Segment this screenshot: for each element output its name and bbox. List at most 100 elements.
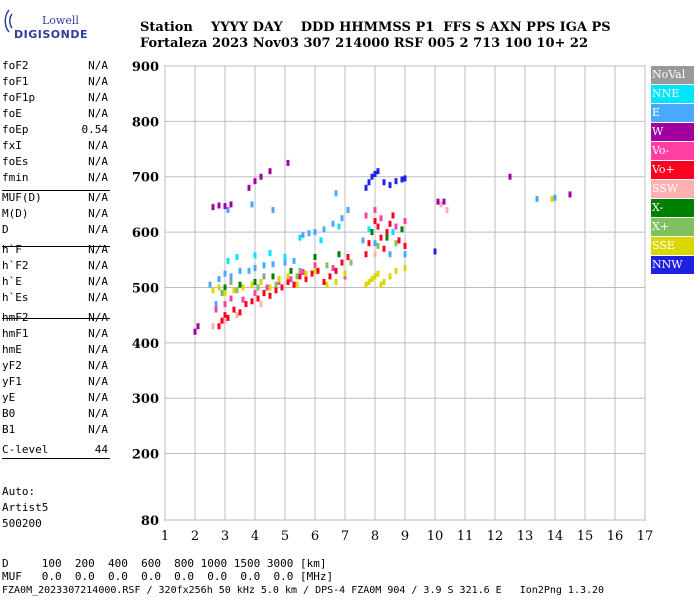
data-point-xminus	[400, 226, 404, 233]
data-point-vominus	[289, 276, 293, 283]
param-value: N/A	[88, 191, 108, 204]
data-point-voplus	[220, 317, 224, 324]
data-point-voplus	[322, 278, 326, 285]
param-value: N/A	[88, 59, 108, 72]
x-tick-label: 2	[191, 529, 199, 544]
data-point-voplus	[298, 273, 302, 280]
data-point-voplus	[379, 234, 383, 241]
x-tick-label: 17	[637, 529, 654, 544]
scaled-parameters-panel: foF2 N/A foF1 N/A foF1p N/A foE N/A foEp 0.54 fxI N…	[2, 58, 108, 458]
data-point-voplus	[244, 301, 248, 308]
data-point-voplus	[250, 298, 254, 305]
data-point-voplus	[340, 259, 344, 266]
data-point-sse	[370, 276, 374, 283]
param-value: N/A	[88, 391, 108, 404]
param-name: foE	[2, 107, 22, 120]
data-point-nne	[337, 223, 341, 230]
data-point-w	[229, 201, 233, 208]
params-group-muf: MUF(D) N/A M(D) N/A D N/A	[2, 190, 108, 238]
data-point-e	[223, 270, 227, 277]
param-row-hme: hmE N/A	[2, 342, 108, 358]
data-point-nnw	[433, 248, 437, 255]
data-point-sse	[232, 287, 236, 294]
data-point-sse	[394, 267, 398, 274]
data-point-vominus	[379, 215, 383, 222]
data-point-e	[253, 265, 257, 272]
param-name: yE	[2, 391, 16, 404]
param-name: M(D)	[2, 207, 29, 220]
distance-row: D 100 200 400 600 800 1000 1500 3000 [km…	[2, 557, 327, 570]
data-point-w	[223, 203, 227, 210]
data-point-xminus	[313, 254, 317, 261]
data-point-e	[361, 237, 365, 244]
data-point-xminus	[337, 251, 341, 258]
x-tick-label: 10	[427, 529, 444, 544]
data-point-xplus	[235, 287, 239, 294]
data-point-voplus	[217, 323, 221, 330]
data-point-w	[268, 168, 272, 175]
header-values: Fortaleza 2023 Nov03 307 214000 RSF 005 …	[140, 36, 589, 51]
param-row-foe: foE N/A	[2, 106, 108, 122]
param-name: h`E	[2, 275, 22, 288]
param-value: N/A	[88, 259, 108, 272]
data-point-voplus	[391, 212, 395, 219]
data-point-xminus	[223, 284, 227, 291]
legend-item-nne: NNE	[651, 85, 694, 103]
data-point-w	[286, 159, 290, 166]
data-point-e	[292, 257, 296, 264]
data-point-xplus	[256, 284, 260, 291]
data-point-vominus	[223, 301, 227, 308]
file-info-line: FZA0M_2023307214000.RSF / 320fx256h 50 k…	[2, 585, 605, 596]
data-point-voplus	[304, 276, 308, 283]
param-name: B0	[2, 407, 16, 420]
data-point-vominus	[301, 268, 305, 275]
data-point-vominus	[253, 290, 257, 296]
param-row-he: h`E N/A	[2, 274, 108, 290]
param-value: N/A	[88, 407, 108, 420]
data-point-sse	[382, 278, 386, 285]
param-value: N/A	[88, 75, 108, 88]
data-point-e	[214, 301, 218, 308]
data-point-w	[196, 323, 200, 330]
data-point-vominus	[331, 265, 335, 272]
param-row-yf2: yF2 N/A	[2, 358, 108, 374]
data-point-e	[322, 226, 326, 233]
y-tick-label: 200	[132, 448, 159, 463]
param-name: foF1	[2, 75, 29, 88]
param-value: N/A	[88, 343, 108, 356]
param-row-hes: h`Es N/A	[2, 290, 108, 306]
header-labels: Station YYYY DAY DDD HHMMSS P1 FFS S AXN…	[140, 20, 611, 35]
param-name: foF2	[2, 59, 29, 72]
param-row-b1: B1 N/A	[2, 422, 108, 438]
data-point-e	[301, 231, 305, 238]
legend-item-xplus: X+	[651, 218, 694, 236]
param-row-fof1p: foF1p N/A	[2, 90, 108, 106]
data-point-sse	[343, 270, 347, 277]
param-value: N/A	[88, 275, 108, 288]
data-point-e	[340, 215, 344, 222]
data-point-e	[271, 206, 275, 213]
data-point-voplus	[274, 287, 278, 294]
data-point-ssw	[373, 251, 377, 258]
data-point-xminus	[385, 234, 389, 241]
data-point-sse	[241, 284, 245, 291]
data-point-voplus	[403, 242, 407, 249]
param-row-fmin: fmin N/A	[2, 170, 108, 186]
data-point-sse	[379, 281, 383, 288]
x-tick-label: 5	[281, 529, 289, 544]
param-name: foF1p	[2, 91, 36, 104]
legend-item-ssw: SSW	[651, 180, 694, 198]
param-row-yf1: yF1 N/A	[2, 374, 108, 390]
data-point-sse	[313, 267, 317, 274]
data-point-xplus	[295, 273, 299, 280]
x-tick-label: 1	[161, 529, 169, 544]
param-name: hmE	[2, 343, 22, 356]
param-name: D	[2, 223, 9, 236]
param-value: N/A	[88, 155, 108, 168]
param-row-clevel: C-level 44	[2, 442, 108, 458]
data-point-e	[313, 229, 317, 236]
data-point-sse	[259, 278, 263, 285]
data-point-sse	[373, 273, 377, 280]
param-row-hf2: h`F2 N/A	[2, 258, 108, 274]
data-point-voplus	[223, 312, 227, 319]
